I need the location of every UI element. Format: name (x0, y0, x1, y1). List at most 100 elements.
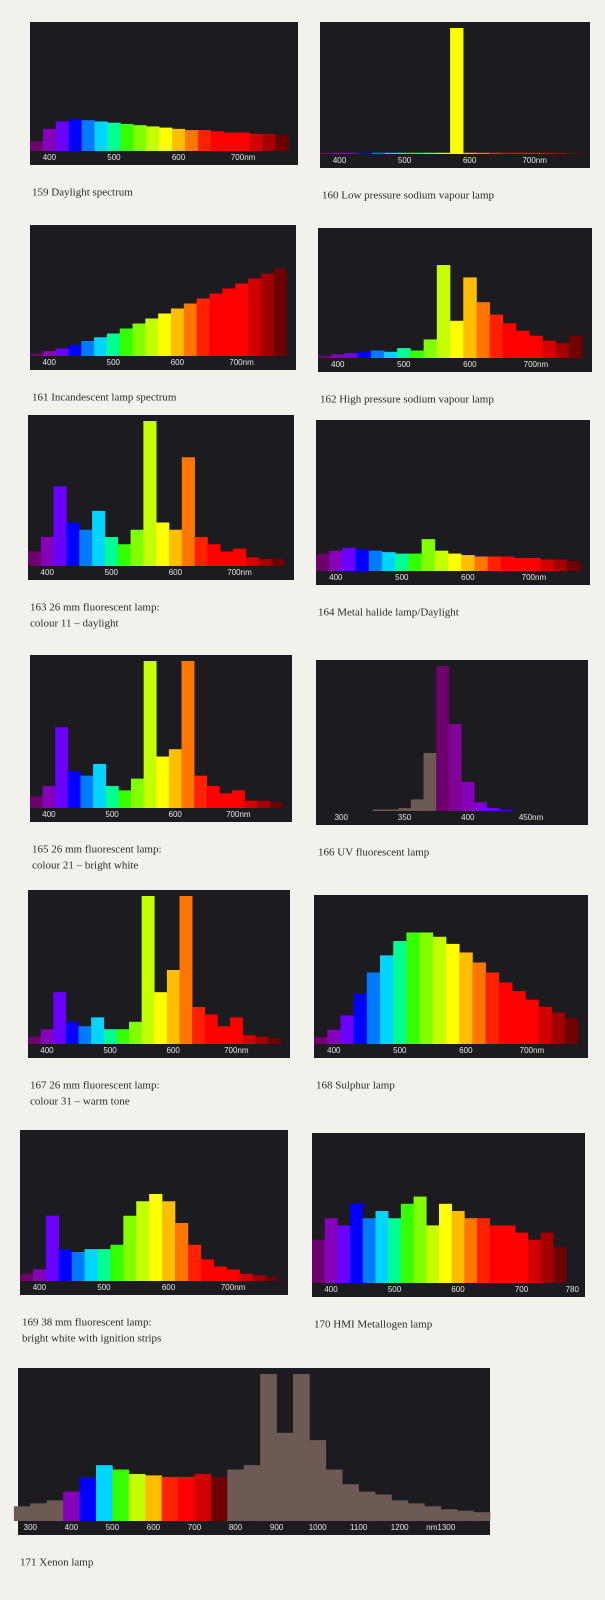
x-tick-label: 400 (65, 1523, 79, 1532)
spectrum-bar (485, 972, 500, 1044)
spectrum-bar (42, 785, 56, 808)
spectrum-bar (136, 1201, 150, 1281)
spectrum-bar (500, 556, 515, 571)
spectrum-bar (329, 550, 343, 571)
spectrum-bar (271, 558, 285, 566)
figure-caption: bright white with ignition strips (22, 1333, 161, 1345)
spectrum-bar (393, 941, 407, 1044)
spectrum-bar (149, 1194, 163, 1281)
x-tick-label: 600 (461, 573, 475, 582)
spectrum-bar (436, 265, 451, 358)
spectrum-bar (79, 1476, 97, 1521)
spectrum-bar (474, 556, 488, 571)
x-tick-label: 700nm (524, 360, 549, 369)
x-tick-label: 400 (40, 1046, 54, 1055)
spectrum-bar (179, 896, 193, 1044)
spectrum-bar (432, 936, 447, 1044)
spectrum-bar (564, 1018, 579, 1044)
spectrum-bar (84, 1249, 98, 1281)
x-tick-label: 400 (331, 360, 345, 369)
x-tick-label: 800 (229, 1523, 243, 1532)
spectrum-bar (398, 808, 412, 811)
spectrum-bar (68, 119, 82, 151)
spectrum-bar (243, 1465, 261, 1521)
x-tick-label: 700nm (227, 568, 252, 577)
spectrum-bar (472, 962, 486, 1044)
spectrum-bar (220, 551, 234, 566)
spectrum-bar (181, 457, 195, 566)
spectrum-bar (119, 328, 133, 356)
spectrum-bar (78, 1026, 92, 1044)
figure-caption: 168 Sulphur lamp (316, 1080, 395, 1092)
x-tick-label: 700nm (229, 358, 254, 367)
spectrum-bar (446, 943, 460, 1044)
spectrum-bar (166, 970, 180, 1044)
spectrum-bar (30, 141, 44, 151)
figure-caption: colour 11 – daylight (30, 618, 119, 630)
spectrum-bar (359, 152, 373, 154)
spectrum-bar (440, 1509, 458, 1521)
spectrum-bar (437, 152, 451, 154)
figure-caption: colour 31 – warm tone (30, 1096, 130, 1108)
spectrum-bar (566, 560, 581, 571)
x-tick-label: 600 (147, 1523, 161, 1532)
x-tick-label: 450nm (519, 813, 544, 822)
x-tick-label: 600 (463, 156, 477, 165)
spectrum-bar (120, 123, 134, 151)
spectrum-bar (342, 547, 356, 571)
spectrum-bar (514, 557, 528, 571)
x-tick-label: 780 (566, 1285, 580, 1294)
spectrum-bar (156, 522, 170, 566)
spectrum-bar (63, 1491, 80, 1521)
x-tick-label: 350 (398, 813, 412, 822)
x-tick-label: 300 (24, 1523, 38, 1532)
figure-caption: 163 26 mm fluorescent lamp: (30, 602, 160, 614)
spectrum-bar (448, 724, 462, 811)
spectrum-bar (325, 1469, 343, 1521)
spectrum-bar (260, 273, 274, 356)
spectrum-bar (324, 1218, 338, 1283)
spectrum-bar (30, 796, 43, 808)
spectrum-bar (391, 1500, 409, 1521)
spectrum-bar (567, 152, 581, 154)
spectrum-bar (344, 353, 358, 358)
spectrum-bar (213, 1266, 227, 1281)
spectrum-bar (245, 557, 260, 566)
spectrum-bar (161, 1476, 179, 1521)
spectrum-bar (192, 1007, 206, 1044)
spectrum-bar (117, 544, 131, 566)
spectrum-bar (413, 1196, 427, 1283)
spectrum-bar (450, 28, 464, 154)
spectrum-bar (489, 314, 504, 358)
spectrum-bar (207, 544, 221, 566)
figure-caption: 162 High pressure sodium vapour lamp (320, 394, 494, 406)
spectrum-bar (406, 932, 420, 1044)
spectrum-bar (541, 152, 555, 154)
spectrum-bar (515, 1232, 529, 1283)
spectrum-bar (357, 351, 372, 358)
spectrum-bar (276, 1432, 294, 1521)
spectrum-bar (257, 800, 271, 808)
spectrum-bar (540, 559, 554, 571)
spectrum-bar (219, 793, 233, 808)
spectrum-bar (331, 354, 345, 358)
spectrum-bar (95, 1465, 113, 1521)
x-tick-label: 400 (333, 156, 347, 165)
spectrum-bar (223, 132, 237, 151)
spectrum-bar (55, 121, 70, 151)
spectrum-bar (226, 1269, 240, 1281)
x-tick-label: 600 (169, 810, 183, 819)
spectrum-bar (340, 1015, 354, 1044)
x-tick-label: 500 (398, 156, 412, 165)
spectrum-bar (145, 318, 159, 356)
spectrum-bar (32, 1269, 47, 1281)
spectrum-bar (489, 152, 503, 154)
spectrum-bar (239, 1273, 253, 1281)
spectrum-bar (106, 333, 121, 356)
x-tick-label: 400 (41, 568, 55, 577)
spectrum-bar (385, 152, 399, 154)
x-tick-label: 300 (335, 813, 349, 822)
spectrum-bar (397, 348, 411, 358)
x-tick-label: 500 (107, 153, 121, 162)
